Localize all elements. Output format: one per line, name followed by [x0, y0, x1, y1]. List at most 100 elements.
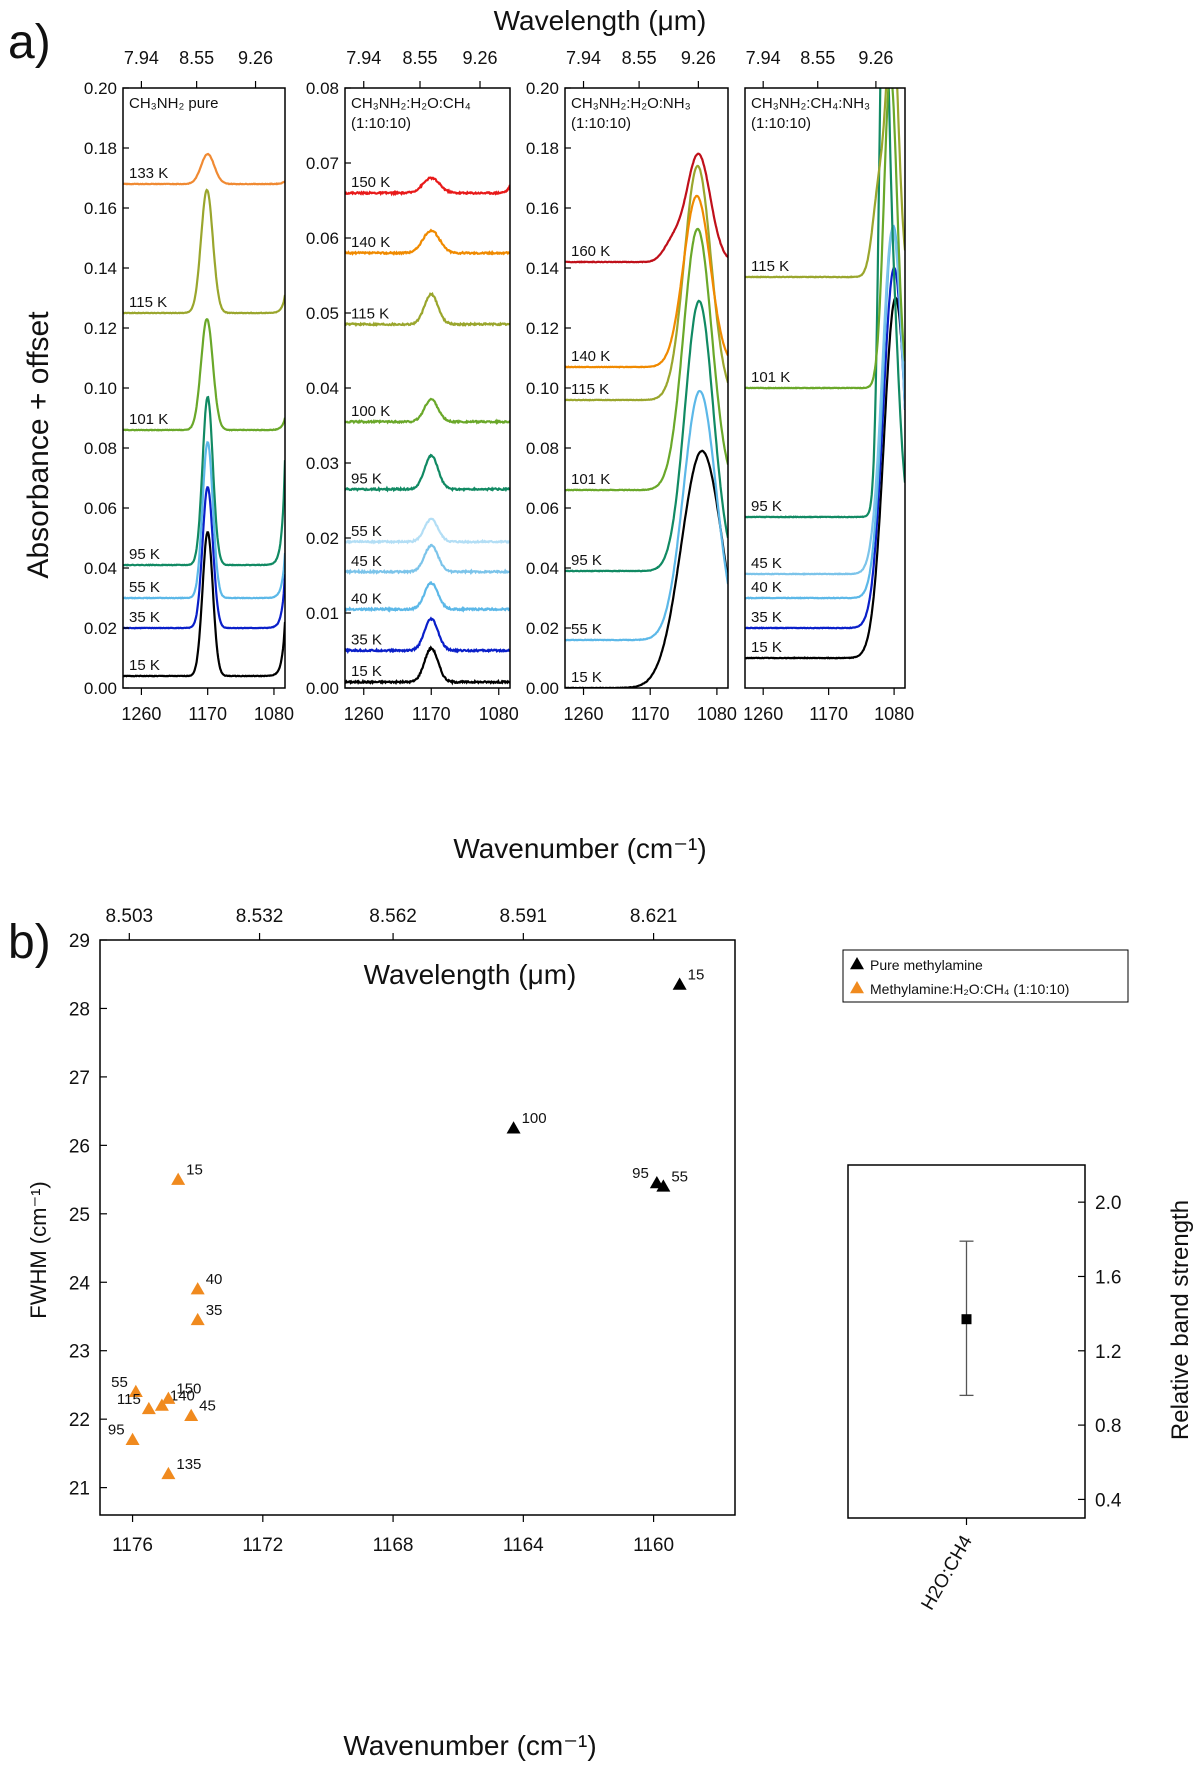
- data-point-label: 115: [117, 1391, 141, 1408]
- panel-b-top-axis-label: Wavelength (μm): [364, 959, 577, 990]
- spectrum-label: 15 K: [129, 657, 160, 674]
- spectrum-label: 115 K: [351, 305, 389, 322]
- spectrum-line-15k: [745, 296, 905, 660]
- x-tick-label: 1172: [242, 1535, 283, 1556]
- y-tick-label: 0.14: [84, 259, 117, 278]
- y-tick-label: 23: [69, 1342, 90, 1363]
- spectrum-label: 101 K: [571, 471, 610, 488]
- y-tick-label: 0.12: [84, 319, 117, 338]
- spectrum-line-160k: [565, 152, 728, 264]
- spectra-panel-2: 15 K 35 K 40 K 45 K 55 K 95 K 100 K 115 K 140 K 1…: [306, 48, 519, 724]
- data-point-label: 15: [186, 1162, 203, 1179]
- data-point-label: 135: [176, 1456, 201, 1473]
- spectrum-label: 140 K: [571, 348, 610, 365]
- y-tick-label: 0.10: [84, 379, 117, 398]
- spectrum-label: 115 K: [571, 381, 609, 398]
- y-tick-label: 0.02: [306, 529, 339, 548]
- legend: Pure methylamine Methylamine:H₂O:CH₄ (1:1…: [842, 949, 1129, 1003]
- spectrum-label: 15 K: [751, 639, 782, 656]
- panel-b-left-axis-label: FWHM (cm⁻¹): [26, 1181, 51, 1318]
- panel-title: CH₃NH₂:H₂O:CH₄: [351, 95, 471, 112]
- spectra-panels: 15 K 35 K 55 K 95 K 101 K 115 K 133 K CH₃NH₂ pu…: [84, 48, 914, 724]
- y-tick-label: 0.06: [526, 499, 559, 518]
- spectrum-label: 101 K: [129, 411, 168, 428]
- top-tick-label: 8.55: [402, 48, 437, 68]
- panel-a-left-axis-label: Absorbance + offset: [22, 311, 55, 579]
- panel-a-bottom-axis-label: Wavenumber (cm⁻¹): [453, 833, 706, 864]
- band-strength-point: [961, 1314, 972, 1325]
- y-tick-label: 0.14: [526, 259, 559, 278]
- legend-entry: Methylamine:H₂O:CH₄ (1:10:10): [870, 981, 1069, 997]
- band-strength-plot: 0.4 0.8 1.2 1.6 2.0 H2O:CH4: [847, 1164, 1122, 1614]
- y-tick-label: 0.8: [1095, 1416, 1121, 1437]
- spectrum-label: 15 K: [351, 663, 382, 680]
- spectra-panel-1: 15 K 35 K 55 K 95 K 101 K 115 K 133 K CH₃NH₂ pu…: [84, 48, 294, 724]
- spectrum-line-15k: [345, 645, 510, 686]
- data-point-marker: [154, 1398, 169, 1411]
- legend-entry: Pure methylamine: [870, 957, 983, 973]
- top-tick-label: 9.26: [462, 48, 497, 68]
- y-tick-label: 0.00: [306, 679, 339, 698]
- panel-b-bottom-axis-label: Wavenumber (cm⁻¹): [343, 1730, 596, 1761]
- data-point-label: 100: [522, 1110, 547, 1127]
- spectrum-line-55k: [123, 441, 285, 600]
- data-point-label: 140: [170, 1387, 195, 1404]
- data-point-marker: [171, 1172, 186, 1185]
- spectrum-line-95k: [345, 453, 510, 493]
- y-tick-label: 0.01: [306, 604, 339, 623]
- top-tick-label: 7.94: [566, 48, 601, 68]
- top-tick-label: 8.532: [236, 906, 284, 927]
- y-tick-label: 0.08: [526, 439, 559, 458]
- spectrum-label: 95 K: [351, 470, 382, 487]
- spectra-panel-3: 15 K 55 K 95 K 101 K 115 K 140 K 160 K CH₃NH₂:H…: [526, 48, 737, 724]
- data-point-label: 55: [111, 1374, 128, 1391]
- x-tick-label: 1080: [479, 704, 519, 724]
- data-point-marker: [184, 1408, 199, 1421]
- spectrum-line-55k: [345, 517, 510, 545]
- spectrum-line-101k: [565, 227, 728, 492]
- y-tick-label: 24: [69, 1273, 91, 1294]
- x-tick-label: 1170: [412, 704, 451, 724]
- panel-title: CH₃NH₂:CH₄:NH₃: [751, 95, 870, 112]
- data-point-label: 45: [199, 1398, 216, 1415]
- data-point-marker: [656, 1179, 671, 1192]
- top-tick-label: 7.94: [124, 48, 159, 68]
- y-tick-label: 0.12: [526, 319, 559, 338]
- panel-subtitle: (1:10:10): [571, 115, 631, 132]
- data-point-marker: [128, 1384, 143, 1398]
- spectrum-label: 40 K: [751, 579, 782, 596]
- x-tick-label: 1080: [254, 704, 294, 724]
- spectrum-line-95k: [123, 395, 285, 567]
- data-point-label: 35: [206, 1302, 223, 1319]
- y-tick-label: 2.0: [1095, 1193, 1121, 1214]
- spectrum-line-35k: [745, 266, 905, 630]
- top-tick-label: 8.55: [622, 48, 657, 68]
- spectrum-line-95k: [565, 299, 728, 573]
- legend-marker: [850, 981, 864, 994]
- x-tick-label: 1170: [809, 704, 848, 724]
- top-tick-label: 8.55: [179, 48, 214, 68]
- category-label: H2O:CH4: [917, 1532, 977, 1614]
- panel-b-label: b): [8, 916, 51, 969]
- x-tick-label: 1260: [121, 704, 161, 724]
- y-tick-label: 1.6: [1095, 1267, 1121, 1288]
- top-tick-label: 9.26: [238, 48, 273, 68]
- x-tick-label: 1260: [743, 704, 783, 724]
- data-point-label: 95: [108, 1422, 125, 1439]
- panel-a-top-axis-label: Wavelength (μm): [494, 5, 707, 36]
- data-point-marker: [161, 1391, 176, 1404]
- y-tick-label: 29: [69, 931, 90, 952]
- y-tick-label: 1.2: [1095, 1342, 1121, 1363]
- spectrum-label: 95 K: [751, 498, 782, 515]
- spectrum-line-35k: [345, 616, 510, 655]
- x-tick-label: 1260: [563, 704, 603, 724]
- scatter-frame: [99, 939, 736, 1516]
- spectrum-label: 55 K: [351, 523, 382, 540]
- data-point-marker: [190, 1282, 205, 1295]
- y-tick-label: 0.03: [306, 454, 339, 473]
- spectrum-line-140k: [345, 228, 510, 256]
- y-tick-label: 0.05: [306, 304, 339, 323]
- top-tick-label: 7.94: [346, 48, 381, 68]
- y-tick-label: 22: [69, 1410, 90, 1431]
